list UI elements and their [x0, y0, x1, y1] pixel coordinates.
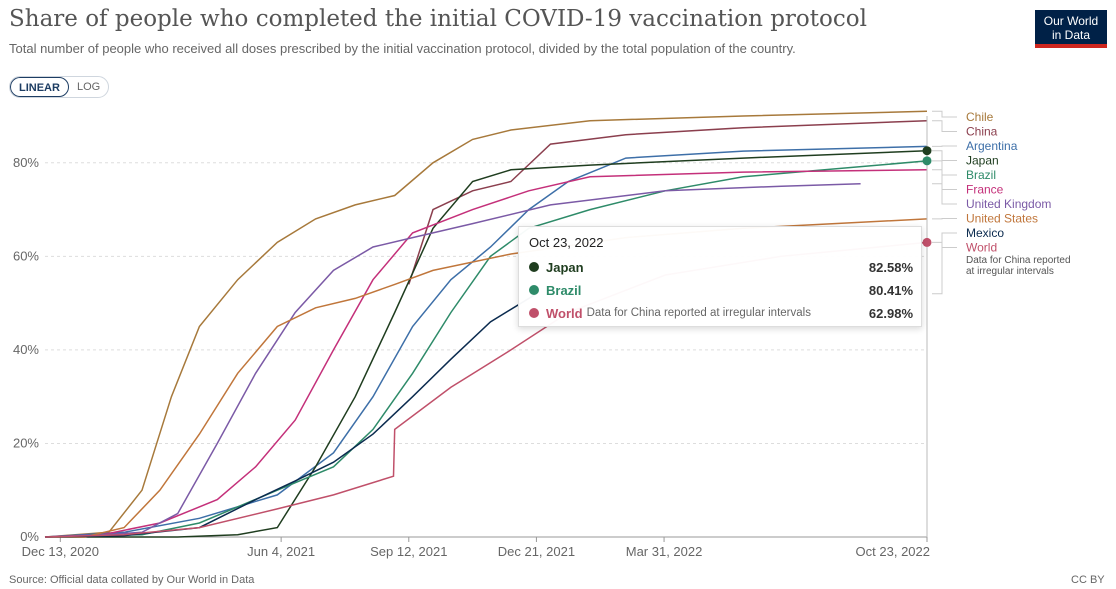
- end-dot-japan: [922, 146, 932, 156]
- series-line-brazil: [44, 160, 928, 538]
- line-label-argentina: Argentina: [966, 139, 1018, 153]
- label-leader: [932, 241, 957, 248]
- series-line-argentina: [44, 145, 928, 538]
- line-label-mexico: Mexico: [966, 226, 1004, 240]
- label-leader: [932, 232, 957, 295]
- line-label-japan: Japan: [966, 154, 999, 168]
- tooltip-row-world: World Data for China reported at irregul…: [529, 304, 913, 322]
- tooltip-dot-world: [529, 308, 539, 318]
- x-tick-label: Mar 31, 2022: [626, 544, 703, 559]
- line-label-brazil: Brazil: [966, 168, 996, 182]
- tooltip-row-brazil: Brazil 80.41%: [529, 281, 913, 299]
- tooltip-value-japan: 82.58%: [868, 259, 913, 275]
- tooltip-value-world: 62.98%: [868, 305, 913, 321]
- tooltip-note-world: Data for China reported at irregular int…: [586, 307, 811, 319]
- y-tick-label: 40%: [13, 342, 39, 357]
- label-leader: [932, 110, 957, 118]
- tooltip-name-brazil: Brazil: [546, 282, 582, 298]
- line-label-united-kingdom: United Kingdom: [966, 197, 1051, 211]
- tooltip-row-japan: Japan 82.58%: [529, 258, 913, 276]
- y-tick-label: 60%: [13, 248, 39, 263]
- line-label-china: China: [966, 125, 998, 139]
- line-label-united-states: United States: [966, 212, 1038, 226]
- x-tick-label: Oct 23, 2022: [856, 544, 930, 559]
- source-note[interactable]: Source: Official data collated by Our Wo…: [9, 574, 255, 586]
- tooltip-dot-japan: [529, 262, 539, 272]
- tooltip-dot-brazil: [529, 285, 539, 295]
- end-dot-brazil: [922, 156, 932, 166]
- y-tick-label: 20%: [13, 435, 39, 450]
- tooltip-date: Oct 23, 2022: [529, 235, 604, 250]
- line-label-france: France: [966, 183, 1004, 197]
- world-note-line-2: at irregular intervals: [966, 266, 1054, 277]
- label-leader: [932, 183, 957, 205]
- end-dot-world: [922, 237, 932, 247]
- x-tick-label: Dec 13, 2020: [22, 544, 99, 559]
- series-line-chile: [44, 110, 928, 538]
- logo-line-2: in Data: [1051, 28, 1091, 42]
- linear-scale-button[interactable]: LINEAR: [10, 77, 69, 97]
- series-line-mexico: [44, 293, 537, 538]
- series-line-china: [408, 119, 928, 285]
- series-line-japan: [45, 149, 928, 538]
- label-leader: [932, 160, 957, 176]
- chart-title: Share of people who completed the initia…: [9, 6, 867, 32]
- label-leader: [932, 169, 957, 190]
- series-line-united-kingdom: [44, 183, 861, 538]
- owid-logo[interactable]: Our World in Data: [1035, 10, 1107, 48]
- y-tick-label: 0%: [20, 529, 39, 544]
- label-leader: [932, 120, 957, 132]
- series-line-france: [44, 169, 928, 538]
- logo-line-1: Our World: [1043, 14, 1099, 28]
- hover-tooltip: Oct 23, 2022 Japan 82.58% Brazil 80.41% …: [518, 226, 922, 327]
- line-label-world: World: [966, 241, 997, 255]
- scale-toggle: LINEAR LOG: [9, 76, 110, 98]
- x-tick-label: Dec 21, 2021: [498, 544, 575, 559]
- log-scale-button[interactable]: LOG: [76, 81, 101, 93]
- line-label-chile: Chile: [966, 110, 994, 124]
- x-tick-label: Sep 12, 2021: [370, 544, 447, 559]
- x-tick-label: Jun 4, 2021: [247, 544, 315, 559]
- y-tick-label: 80%: [13, 155, 39, 170]
- tooltip-name-world: World: [546, 305, 583, 321]
- tooltip-value-brazil: 80.41%: [868, 282, 913, 298]
- license-link[interactable]: CC BY: [1071, 574, 1105, 586]
- label-leader: [932, 150, 957, 161]
- tooltip-name-japan: Japan: [546, 259, 584, 275]
- world-note-line-1: Data for China reported: [966, 255, 1071, 266]
- chart-subtitle: Total number of people who received all …: [9, 41, 796, 56]
